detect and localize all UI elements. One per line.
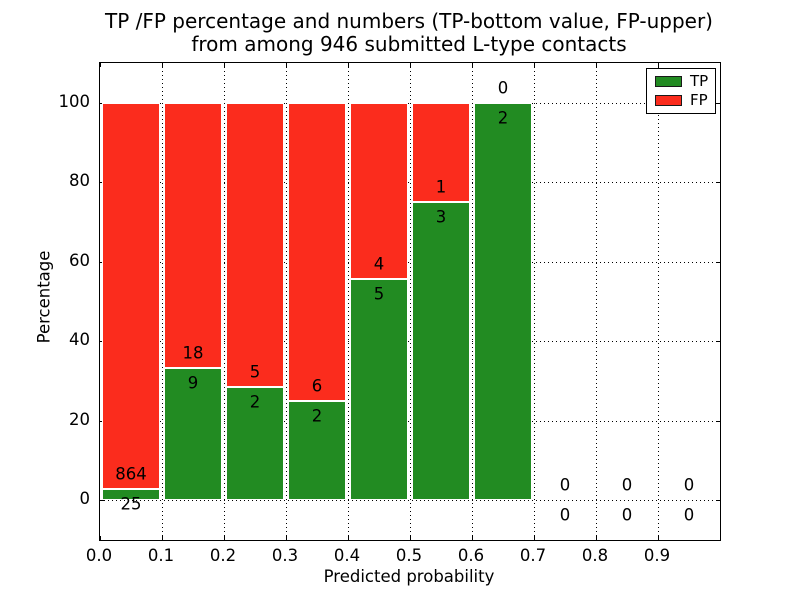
x-tick-mark <box>162 536 163 540</box>
y-tick-label: 100 <box>58 91 91 111</box>
bar-tp-segment <box>226 386 284 501</box>
fp-count-label: 864 <box>115 464 147 484</box>
x-tick-mark <box>658 63 659 67</box>
x-tick-mark <box>348 536 349 540</box>
fp-count-label: 6 <box>311 376 323 396</box>
grid-line-vertical <box>472 63 473 540</box>
tp-count-label: 25 <box>120 494 142 514</box>
bar-tp-segment <box>412 202 470 501</box>
y-tick-mark <box>716 182 720 184</box>
x-tick-mark <box>224 63 225 67</box>
y-tick-mark <box>716 261 720 263</box>
plot-area: TP FP 864 25 18 9 5 2 6 2 4 5 1 3 0 2 0 0 0 0 0 0 <box>99 62 721 541</box>
tp-color-swatch <box>655 75 682 87</box>
x-tick-mark <box>596 536 597 540</box>
x-tick-mark <box>472 536 473 540</box>
grid-line-vertical <box>534 63 535 540</box>
x-tick-mark <box>286 536 287 540</box>
x-tick-label: 0.0 <box>85 546 113 565</box>
tp-count-label: 2 <box>311 406 323 426</box>
y-tick-mark <box>716 341 720 343</box>
bar-fp-segment <box>164 102 222 368</box>
y-tick-label: 40 <box>69 330 90 350</box>
y-tick-mark <box>100 500 104 502</box>
y-tick-mark <box>716 102 720 104</box>
x-tick-label: 0.2 <box>209 546 237 565</box>
x-tick-mark <box>410 63 411 67</box>
y-tick-label: 60 <box>69 250 90 270</box>
grid-line-vertical <box>162 63 163 540</box>
x-tick-label: 0.5 <box>395 546 423 565</box>
x-tick-label: 0.6 <box>457 546 485 565</box>
grid-line-vertical <box>348 63 349 540</box>
legend-label-tp: TP <box>690 71 709 90</box>
fp-count-label: 4 <box>373 254 385 274</box>
x-tick-label: 0.9 <box>643 546 671 565</box>
chart-title: TP /FP percentage and numbers (TP-bottom… <box>99 10 719 56</box>
x-tick-mark <box>534 63 535 67</box>
bar-fp-segment <box>288 102 346 401</box>
fp-count-label: 0 <box>683 475 695 495</box>
tp-count-label: 3 <box>435 207 447 227</box>
x-tick-mark <box>410 536 411 540</box>
y-tick-label: 80 <box>69 171 90 191</box>
x-axis-label: Predicted probability <box>323 567 495 586</box>
x-tick-mark <box>534 536 535 540</box>
bar-tp-segment <box>102 489 160 501</box>
x-tick-label: 0.8 <box>581 546 609 565</box>
bar-tp-segment <box>288 400 346 501</box>
y-tick-mark <box>716 420 720 422</box>
x-tick-mark <box>100 536 101 540</box>
bar-fp-segment <box>226 102 284 387</box>
legend-item-tp: TP <box>655 71 715 90</box>
tp-count-label: 5 <box>373 284 385 304</box>
x-tick-mark <box>658 536 659 540</box>
chart-title-line-1: TP /FP percentage and numbers (TP-bottom… <box>105 9 713 33</box>
fp-count-label: 5 <box>249 362 261 382</box>
grid-line-vertical <box>410 63 411 540</box>
x-tick-mark <box>224 536 225 540</box>
tp-count-label: 0 <box>559 505 571 525</box>
fp-count-label: 0 <box>621 475 633 495</box>
y-tick-label: 20 <box>69 409 90 429</box>
legend-item-fp: FP <box>655 93 715 108</box>
x-tick-mark <box>286 63 287 67</box>
tp-count-label: 2 <box>249 392 261 412</box>
fp-count-label: 0 <box>559 475 571 495</box>
y-tick-mark <box>716 500 720 502</box>
fp-count-label: 1 <box>435 177 447 197</box>
x-tick-mark <box>162 63 163 67</box>
chart-title-line-2: from among 946 submitted L-type contacts <box>191 32 627 56</box>
x-tick-label: 0.1 <box>147 546 175 565</box>
grid-line-vertical <box>658 63 659 540</box>
bar-tp-segment <box>474 102 532 501</box>
x-tick-label: 0.3 <box>271 546 299 565</box>
fp-count-label: 18 <box>182 343 204 363</box>
bar-fp-segment <box>350 102 408 280</box>
bar-tp-segment <box>164 367 222 501</box>
grid-line-vertical <box>596 63 597 540</box>
bar-fp-segment <box>102 102 160 490</box>
tp-count-label: 0 <box>621 505 633 525</box>
x-tick-label: 0.4 <box>333 546 361 565</box>
fp-count-label: 0 <box>497 78 509 98</box>
grid-line-vertical <box>286 63 287 540</box>
fp-color-swatch <box>655 95 682 107</box>
x-tick-label: 0.7 <box>519 546 547 565</box>
x-tick-mark <box>472 63 473 67</box>
tp-count-label: 0 <box>683 505 695 525</box>
x-tick-mark <box>348 63 349 67</box>
tp-count-label: 9 <box>187 373 199 393</box>
legend: TP FP <box>646 68 716 114</box>
x-tick-mark <box>596 63 597 67</box>
x-tick-mark <box>100 63 101 67</box>
legend-label-fp: FP <box>690 91 708 110</box>
y-tick-label: 0 <box>79 489 91 509</box>
tp-count-label: 2 <box>497 108 509 128</box>
bar-tp-segment <box>350 279 408 501</box>
grid-line-vertical <box>224 63 225 540</box>
bar-fp-segment <box>412 102 470 203</box>
